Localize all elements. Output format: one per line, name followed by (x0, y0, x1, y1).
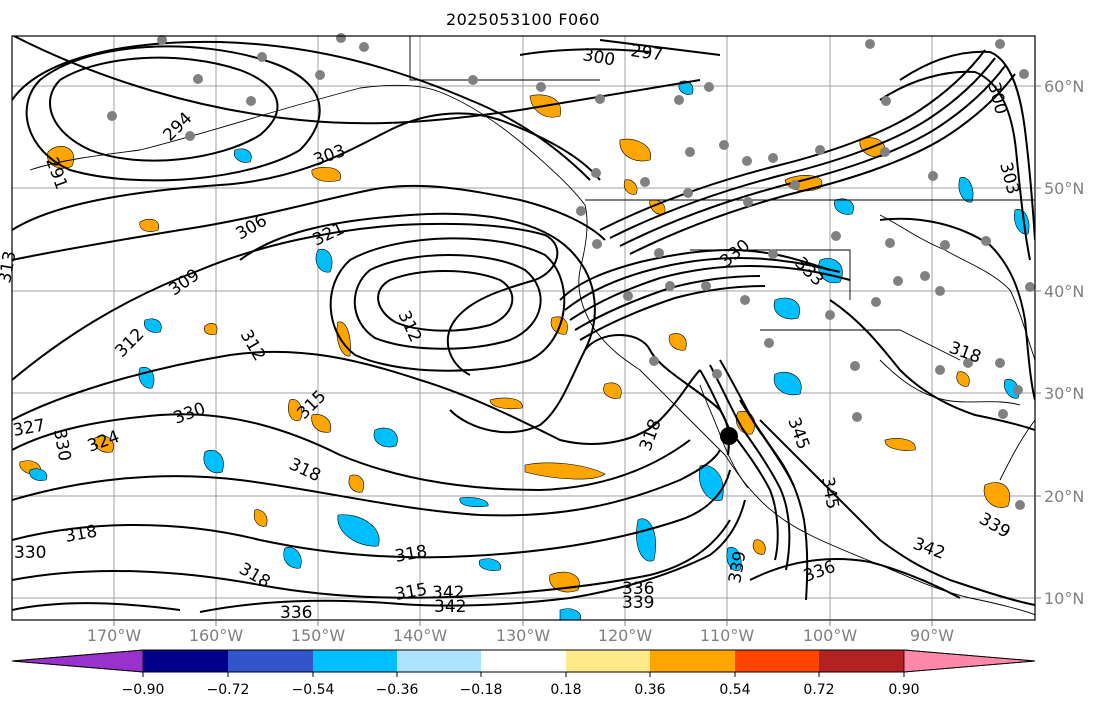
contour-label: 313 (0, 249, 21, 284)
colorbar-swatch (228, 650, 313, 672)
lon-label-160w: 160°W (188, 626, 244, 645)
coastlines (29, 36, 1035, 616)
contour-label: 297 (629, 41, 664, 65)
contour-label: 342 (434, 597, 466, 617)
colorbar-tick-label: 0.72 (803, 682, 835, 698)
lon-label-140w: 140°W (392, 626, 448, 645)
colorbar-swatch (819, 650, 904, 672)
colorbar-tick-label: −0.36 (375, 682, 419, 698)
colorbar (11, 649, 1036, 677)
colorbar-extend-min (11, 649, 144, 673)
observation-points (107, 33, 1035, 510)
contour-label: 330 (14, 543, 46, 563)
contour-label: 342 (432, 583, 464, 603)
lon-label-170w: 170°W (86, 626, 142, 645)
colorbar-swatch (313, 650, 397, 672)
positive-shading (19, 94, 1010, 593)
lon-label-100w: 100°W (802, 626, 858, 645)
lon-label-90w: 90°W (909, 626, 955, 645)
colorbar-tick-label: 0.90 (888, 682, 920, 698)
lon-label-130w: 130°W (495, 626, 551, 645)
axis-ticks (113, 85, 1041, 626)
colorbar-swatch (481, 650, 566, 672)
graticule (12, 36, 1035, 620)
colorbar-tick-label: −0.72 (206, 682, 250, 698)
lon-label-110w: 110°W (699, 626, 755, 645)
colorbar-swatch (650, 650, 735, 672)
contour-label: 336 (280, 603, 312, 623)
colorbar-extend-max (903, 649, 1036, 673)
lat-label-40n: 40°N (1044, 282, 1085, 301)
negative-shading (29, 80, 1030, 620)
lat-label-50n: 50°N (1044, 179, 1085, 198)
colorbar-swatch (566, 650, 650, 672)
map-title: 2025053100 F060 (445, 10, 601, 29)
contour-label: 339 (622, 593, 654, 613)
center-marker (720, 427, 738, 445)
lon-label-150w: 150°W (290, 626, 346, 645)
colorbar-swatch (143, 650, 228, 672)
colorbar-swatch (735, 650, 819, 672)
colorbar-tick-label: −0.18 (459, 682, 503, 698)
lat-label-10n: 10°N (1044, 589, 1085, 608)
colorbar-tick-label: −0.54 (291, 682, 335, 698)
colorbar-tick-label: −0.90 (121, 682, 165, 698)
lat-label-20n: 20°N (1044, 487, 1085, 506)
contour-label: 336 (622, 579, 654, 599)
lon-label-120w: 120°W (597, 626, 653, 645)
lat-label-60n: 60°N (1044, 77, 1085, 96)
colorbar-swatch (397, 650, 481, 672)
lat-label-30n: 30°N (1044, 384, 1085, 403)
colorbar-tick-label: 0.36 (634, 682, 666, 698)
colorbar-tick-label: 0.54 (719, 682, 751, 698)
colorbar-tick-label: 0.18 (550, 682, 582, 698)
